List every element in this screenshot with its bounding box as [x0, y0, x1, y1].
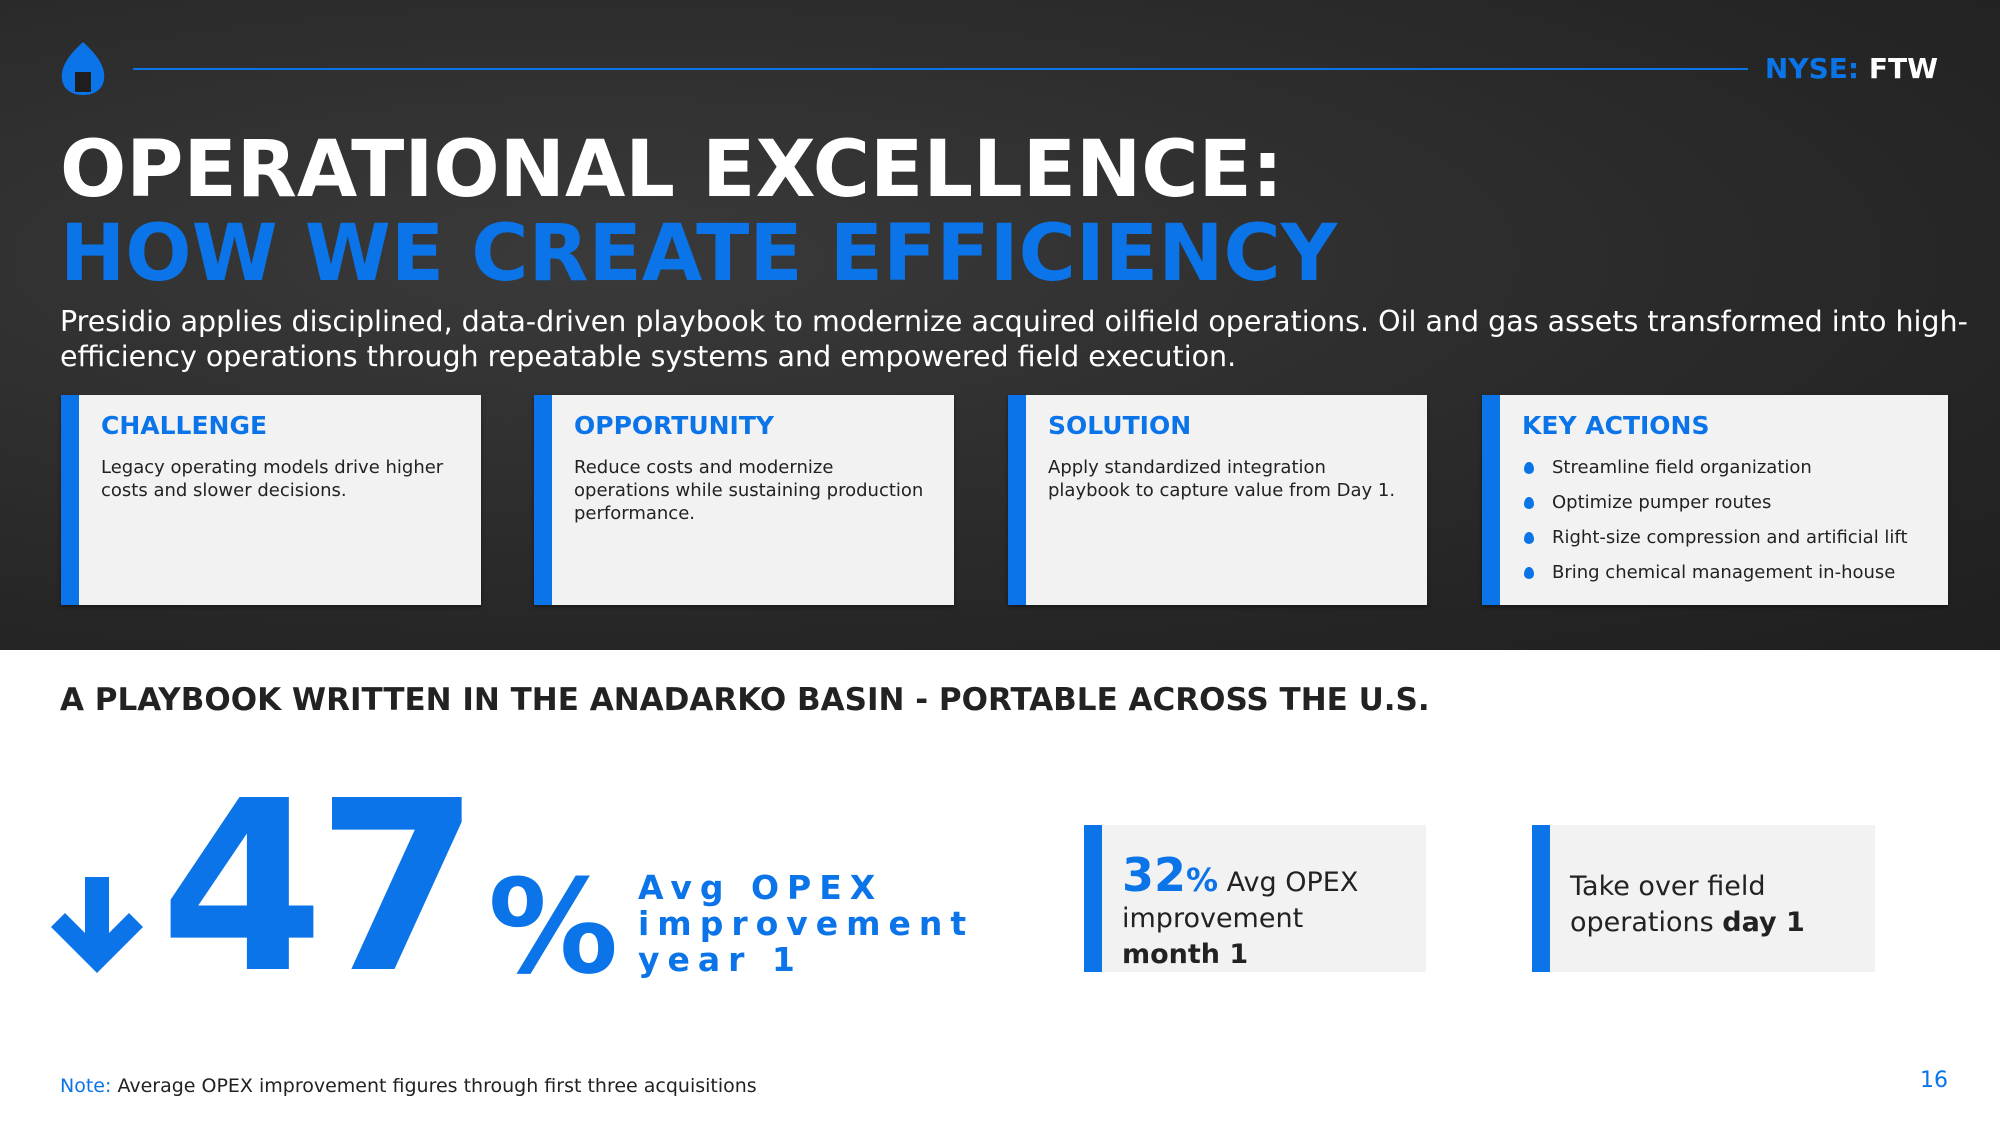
intro: Presidio applies disciplined, data-drive… [60, 305, 1968, 373]
down-arrow [51, 877, 143, 973]
stat-box: Take over field operations day 1 [1532, 825, 1875, 972]
big-stat-label: Avg OPEX improvement year 1 [638, 870, 974, 978]
stat-label: Avg OPEX [1226, 867, 1359, 898]
stat-value: 32 [1122, 848, 1187, 902]
note-text: Average OPEX improvement figures through… [117, 1075, 757, 1097]
card-title: SOLUTION [1048, 411, 1192, 440]
stat-emphasis: day 1 [1722, 907, 1805, 938]
card-body: Reduce costs and modernize operations wh… [574, 457, 924, 524]
big-stat-value: 47 [160, 750, 480, 1025]
card-body: Legacy operating models drive higher cos… [101, 457, 444, 501]
ticker-symbol: FTW [1868, 52, 1938, 85]
logo [61, 42, 105, 95]
card-title: OPPORTUNITY [574, 411, 775, 440]
note-label: Note: [60, 1075, 112, 1097]
note: Note: Average OPEX improvement figures t… [60, 1075, 757, 1097]
card: SOLUTION Apply standardized integration p… [1008, 395, 1427, 605]
card-body: Apply standardized integration playbook … [1048, 457, 1396, 501]
title-line1: OPERATIONAL EXCELLENCE: [60, 125, 1284, 215]
card: CHALLENGE Legacy operating models drive h… [61, 395, 481, 605]
card: KEY ACTIONS Streamline field organization… [1482, 395, 1948, 605]
title-line2: HOW WE CREATE EFFICIENCY [60, 209, 1338, 299]
card-bullets: Streamline field organization Optimize pu… [1522, 450, 1928, 590]
stat-label: Take over field operations [1570, 871, 1766, 938]
page-number: 16 [1920, 1068, 1948, 1093]
label-line: improvement [638, 904, 975, 943]
bullet: Right-size compression and artificial li… [1522, 520, 1928, 555]
stat-box: 32% Avg OPEX improvement month 1 [1084, 825, 1426, 972]
big-stat-unit: % [488, 851, 619, 1003]
bullet: Streamline field organization [1522, 450, 1928, 485]
stat-unit: % [1186, 861, 1219, 899]
bullet: Bring chemical management in-house [1522, 555, 1928, 590]
header-rule [133, 68, 1748, 70]
card-title: KEY ACTIONS [1522, 411, 1710, 440]
label-line: Avg OPEX [638, 868, 884, 907]
stat-label: improvement [1122, 903, 1304, 934]
card: OPPORTUNITY Reduce costs and modernize op… [534, 395, 954, 605]
card-title: CHALLENGE [101, 411, 268, 440]
ticker-label: NYSE: [1764, 52, 1860, 85]
bullet: Optimize pumper routes [1522, 485, 1928, 520]
label-line: year 1 [638, 940, 803, 979]
ticker: NYSE: FTW [1765, 52, 1938, 85]
stat-emphasis: month 1 [1122, 939, 1249, 970]
section-heading: A PLAYBOOK WRITTEN IN THE ANADARKO BASIN… [60, 682, 1430, 718]
